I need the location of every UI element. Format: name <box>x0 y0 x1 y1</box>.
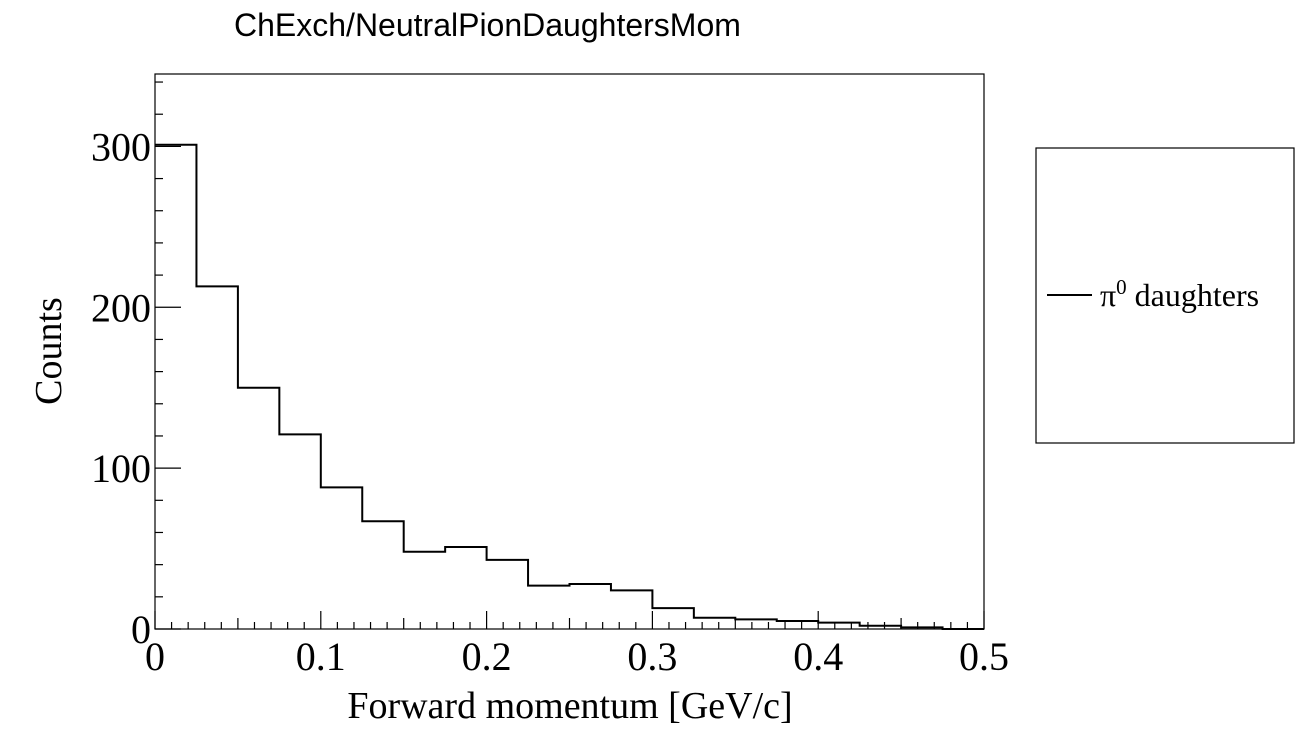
legend-entry-label: π0 daughters <box>1100 275 1259 313</box>
x-tick-label: 0.5 <box>959 634 1009 679</box>
x-axis-tick-labels: 0 0.1 0.2 0.3 0.4 0.5 <box>145 634 1009 679</box>
y-tick-label: 300 <box>91 124 151 169</box>
legend-label-pi: π <box>1100 277 1116 313</box>
x-tick-label: 0.1 <box>296 634 346 679</box>
x-tick-label: 0 <box>145 634 165 679</box>
x-tick-label: 0.3 <box>627 634 677 679</box>
x-axis-label: Forward momentum [GeV/c] <box>347 685 792 727</box>
legend-label-rest: daughters <box>1127 277 1259 313</box>
x-tick-label: 0.2 <box>462 634 512 679</box>
y-axis-label: Counts <box>28 297 70 405</box>
chart-title: ChExch/NeutralPionDaughtersMom <box>234 7 741 43</box>
y-tick-label: 100 <box>91 446 151 491</box>
y-axis-ticks <box>155 81 181 630</box>
histogram-series-line <box>155 143 984 630</box>
plot-frame <box>154 73 985 630</box>
y-tick-label: 0 <box>131 607 151 652</box>
y-axis-tick-labels: 0 100 200 300 <box>91 124 151 652</box>
legend-label-superscript: 0 <box>1116 275 1127 299</box>
legend: π0 daughters <box>1035 147 1295 444</box>
x-tick-label: 0.4 <box>793 634 843 679</box>
y-tick-label: 200 <box>91 285 151 330</box>
x-axis-ticks <box>154 611 985 629</box>
